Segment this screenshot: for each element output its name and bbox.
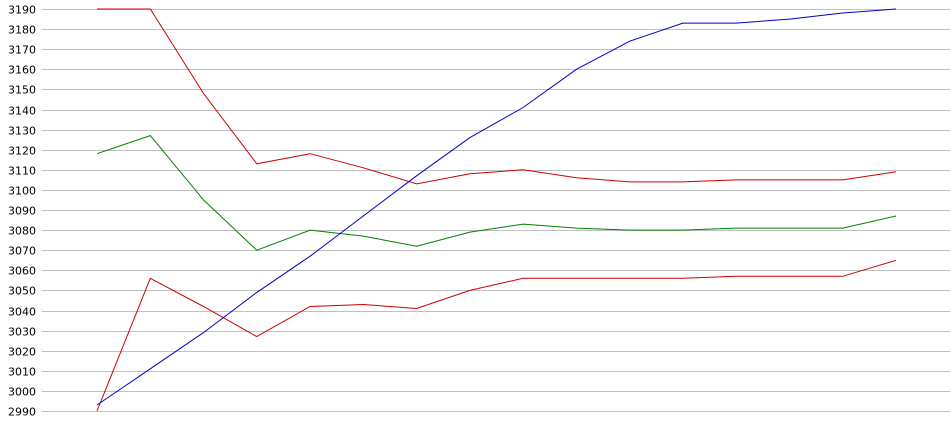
y-tick-label-3130: 3130 (8, 125, 36, 138)
y-tick-label-3030: 3030 (8, 326, 36, 339)
y-axis-tick-labels: 2990 3000 3010 3020 3030 3040 3050 3060 3070 3080… (8, 4, 36, 419)
y-tick-label-3070: 3070 (8, 245, 36, 258)
y-tick-label-3180: 3180 (8, 24, 36, 37)
y-tick-label-3120: 3120 (8, 145, 36, 158)
y-tick-label-3080: 3080 (8, 225, 36, 238)
series-line-3 (96, 259, 897, 412)
y-tick-label-3000: 3000 (8, 386, 36, 399)
y-tick-label-3190: 3190 (8, 4, 36, 17)
y-tick-label-3040: 3040 (8, 306, 36, 319)
y-tick-label-3110: 3110 (8, 165, 36, 178)
y-tick-label-3060: 3060 (8, 265, 36, 278)
y-tick-label-3150: 3150 (8, 84, 36, 97)
gridlines (42, 9, 950, 412)
y-tick-label-3100: 3100 (8, 185, 36, 198)
series-line-4 (96, 8, 897, 406)
y-tick-label-2990: 2990 (8, 406, 36, 419)
series-lines (96, 8, 897, 412)
y-tick-label-3160: 3160 (8, 64, 36, 77)
y-tick-label-3050: 3050 (8, 285, 36, 298)
y-tick-label-3140: 3140 (8, 105, 36, 118)
y-tick-label-3170: 3170 (8, 44, 36, 57)
series-line-2 (96, 135, 897, 251)
y-tick-label-3020: 3020 (8, 346, 36, 359)
y-tick-label-3010: 3010 (8, 366, 36, 379)
y-tick-label-3090: 3090 (8, 205, 36, 218)
series-line-1 (97, 8, 897, 185)
